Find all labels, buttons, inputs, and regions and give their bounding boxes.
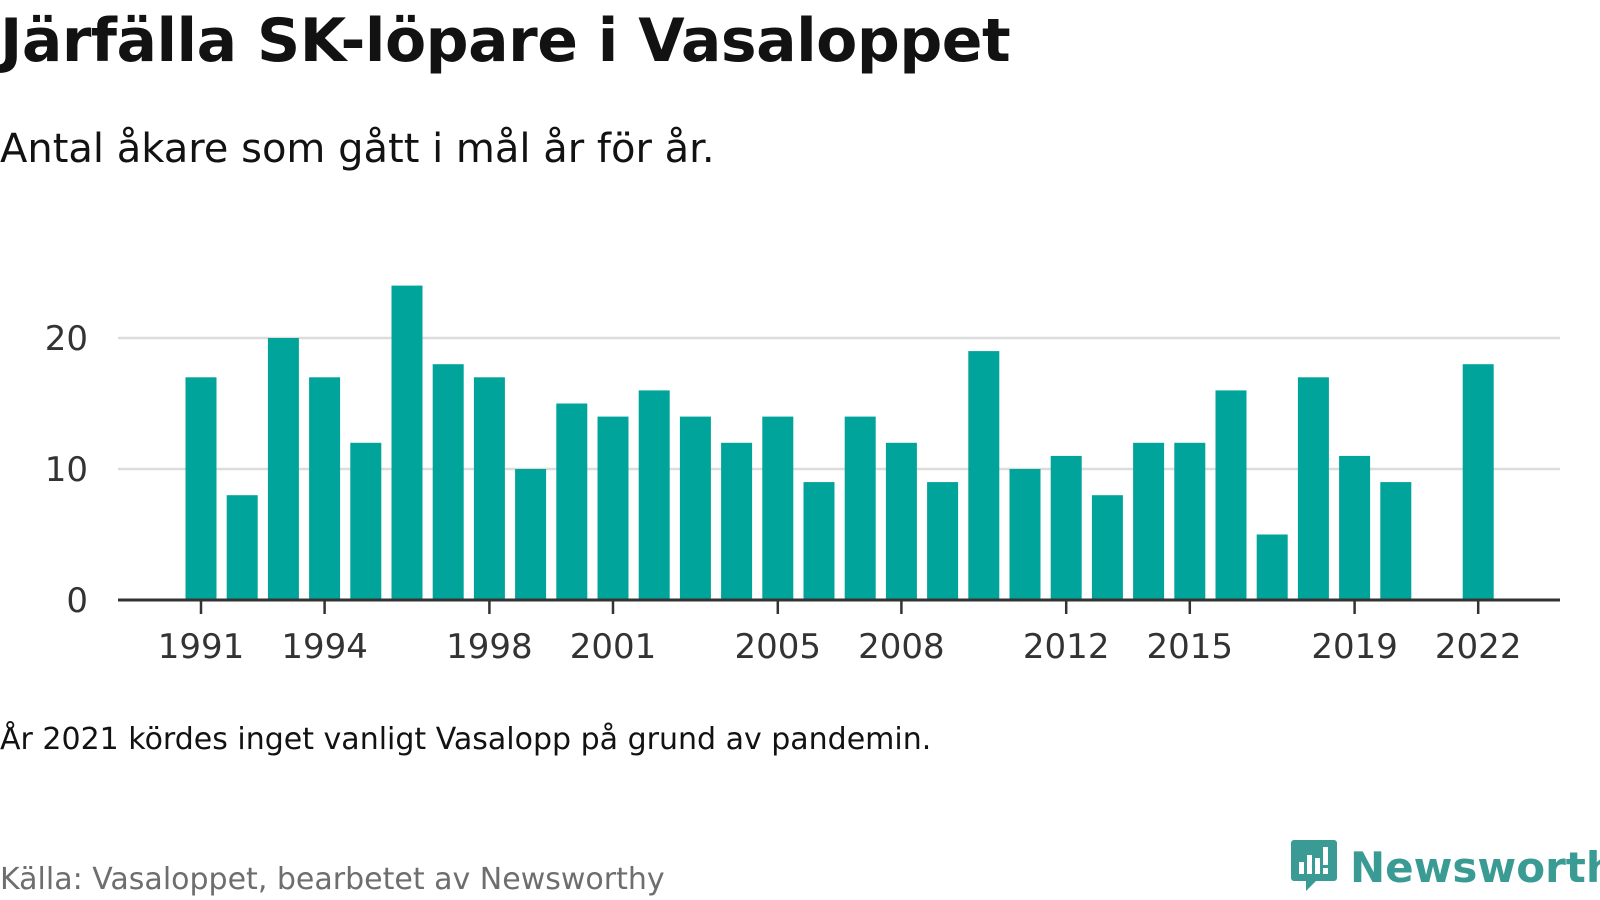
x-tick-label: 2019 — [1311, 627, 1398, 667]
bar — [721, 442, 753, 600]
bar — [226, 495, 258, 600]
bar-chart: 0 10 20 1991 1994 1998 2001 2005 2008 2012 2015 201… — [45, 285, 1560, 667]
x-tick-label: 2001 — [570, 627, 657, 667]
x-tick-label: 1994 — [281, 627, 368, 667]
bar — [885, 442, 917, 600]
bar — [803, 482, 835, 600]
x-tick-label: 1998 — [446, 627, 533, 667]
newsworthy-logo-icon — [1290, 838, 1338, 896]
bar — [391, 285, 423, 600]
bar — [1297, 377, 1329, 600]
bar — [473, 377, 505, 600]
bar — [1380, 482, 1412, 600]
bar — [597, 416, 629, 600]
x-tick-label: 1991 — [158, 627, 245, 667]
bar — [1174, 442, 1206, 600]
bar — [1050, 455, 1082, 600]
bar — [1339, 455, 1371, 600]
bar — [927, 482, 959, 600]
bar — [267, 338, 299, 600]
x-tick-label: 2022 — [1435, 627, 1522, 667]
bar — [556, 403, 588, 600]
bar — [1091, 495, 1123, 600]
bar — [185, 377, 217, 600]
bar — [1256, 534, 1288, 600]
bar — [844, 416, 876, 600]
bar — [1133, 442, 1165, 600]
bar — [432, 364, 464, 600]
bar — [350, 442, 382, 600]
x-tick-label: 2012 — [1023, 627, 1110, 667]
chart-title: Järfälla SK-löpare i Vasaloppet — [0, 6, 1011, 76]
bar — [638, 390, 670, 600]
y-tick-label: 0 — [66, 581, 88, 621]
chart-note: År 2021 kördes inget vanligt Vasalopp på… — [0, 722, 932, 757]
bar — [679, 416, 711, 600]
chart-subtitle: Antal åkare som gått i mål år för år. — [0, 126, 715, 172]
bar — [762, 416, 794, 600]
bar — [1215, 390, 1247, 600]
bar — [309, 377, 341, 600]
bar — [1009, 469, 1041, 600]
bar — [515, 469, 547, 600]
brand: Newsworthy — [1290, 838, 1600, 896]
bar — [968, 351, 1000, 600]
x-tick-label: 2008 — [858, 627, 945, 667]
brand-name: Newsworthy — [1350, 842, 1600, 892]
y-tick-label: 20 — [45, 319, 88, 359]
bar — [1462, 364, 1494, 600]
source-text: Källa: Vasaloppet, bearbetet av Newswort… — [0, 862, 665, 897]
y-tick-label: 10 — [45, 450, 88, 490]
x-tick-label: 2015 — [1147, 627, 1234, 667]
x-tick-label: 2005 — [735, 627, 822, 667]
